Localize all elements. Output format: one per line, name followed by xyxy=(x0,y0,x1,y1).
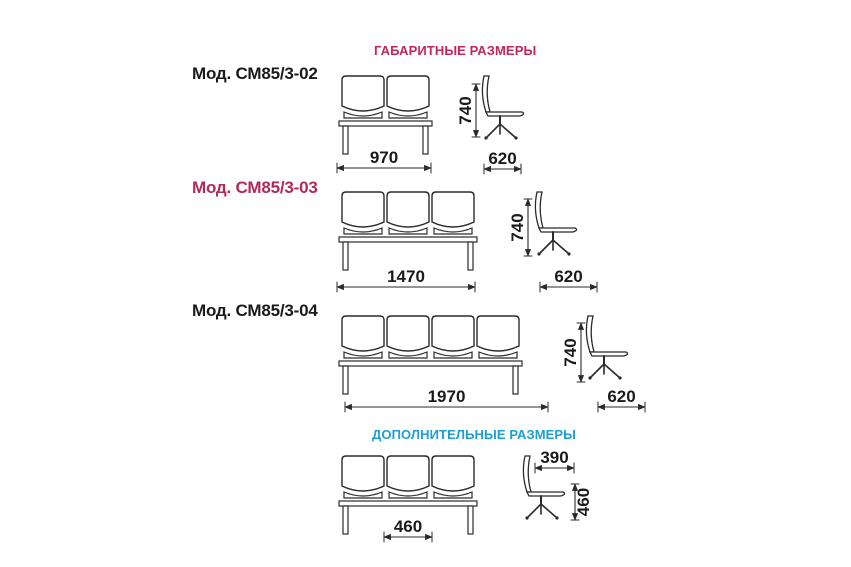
width-dimension-cm85-3-02: 970 xyxy=(336,148,432,174)
depth-dimension-cm85-3-03: 620 xyxy=(539,267,598,293)
beam xyxy=(338,500,478,507)
height-dimension-cm85-3-03: 740 xyxy=(508,198,533,257)
chair-seat xyxy=(588,351,629,357)
seat-width-dimension: 460 xyxy=(383,517,433,543)
seat-pad xyxy=(388,491,428,499)
seat-width-dimension-value: 460 xyxy=(394,517,422,536)
chair-leg xyxy=(499,123,517,139)
bench-leg xyxy=(422,125,429,155)
beam xyxy=(338,360,523,367)
seat-depth-dimension: 390 xyxy=(534,448,575,474)
width-dimension-cm85-3-03: 1470 xyxy=(336,267,476,293)
chair-side-view-cm85-3-03 xyxy=(534,191,578,256)
seat-pad xyxy=(343,351,383,359)
depth-dimension-cm85-3-03-value: 620 xyxy=(554,267,582,286)
chair-leg xyxy=(485,123,501,139)
chair-seat xyxy=(525,491,566,497)
seat-depth-dimension-value: 390 xyxy=(540,448,568,467)
seat-back xyxy=(386,315,430,352)
seat-back xyxy=(431,455,475,492)
chair-foot xyxy=(525,516,529,520)
seat-pad xyxy=(343,227,383,235)
seat-height-dimension: 460 xyxy=(570,483,593,521)
seat-back xyxy=(386,455,430,492)
chair-foot xyxy=(567,252,571,256)
chair-leg xyxy=(540,503,558,519)
width-dimension-cm85-3-04: 1970 xyxy=(344,387,549,413)
seat-pad xyxy=(478,351,518,359)
bench-leg xyxy=(342,125,349,155)
seat-back xyxy=(341,191,385,228)
seat-back xyxy=(431,315,475,352)
bench-leg xyxy=(342,241,349,271)
height-dimension-cm85-3-04-value: 740 xyxy=(561,338,580,366)
depth-dimension-cm85-3-02: 620 xyxy=(483,149,522,175)
bench-front-view-cm85-3-04 xyxy=(338,315,523,395)
chair-back xyxy=(585,315,595,353)
model-label-cm85-3-03: Мод. СМ85/3-03 xyxy=(192,178,318,197)
seat-back xyxy=(341,75,385,112)
chair-side-view-cm85-3-04 xyxy=(585,315,629,380)
seat-pad xyxy=(433,227,473,235)
chair-side-view-cm85-3-02 xyxy=(481,75,525,140)
chair-back xyxy=(534,191,544,229)
chair-foot xyxy=(588,376,592,380)
seat-pad xyxy=(388,227,428,235)
beam xyxy=(338,236,478,243)
overall-dimensions-title: ГАБАРИТНЫЕ РАЗМЕРЫ xyxy=(374,43,537,58)
seat-pad xyxy=(343,111,383,119)
bench-leg xyxy=(467,241,474,271)
height-dimension-cm85-3-03-value: 740 xyxy=(508,213,527,241)
bench-front-view-additional xyxy=(338,455,478,535)
beam xyxy=(338,120,433,127)
depth-dimension-cm85-3-04-value: 620 xyxy=(607,387,635,406)
chair-foot xyxy=(484,136,488,140)
depth-dimension-cm85-3-02-value: 620 xyxy=(488,149,516,168)
chair-leg xyxy=(589,363,605,379)
seat-pad xyxy=(433,491,473,499)
chair-leg xyxy=(552,239,570,255)
bench-front-view-cm85-3-03 xyxy=(338,191,478,271)
seat-pad xyxy=(433,351,473,359)
seat-back xyxy=(341,455,385,492)
seat-pad xyxy=(388,351,428,359)
seat-pad xyxy=(388,111,428,119)
bench-leg xyxy=(342,365,349,395)
bench-leg xyxy=(342,505,349,535)
seat-back xyxy=(386,75,430,112)
seat-back xyxy=(476,315,520,352)
chair-foot xyxy=(618,376,622,380)
chair-back xyxy=(481,75,491,113)
height-dimension-cm85-3-02: 740 xyxy=(456,83,481,138)
chair-foot xyxy=(555,516,559,520)
model-label-cm85-3-02: Мод. СМ85/3-02 xyxy=(192,64,318,83)
chair-leg xyxy=(603,363,621,379)
seat-back xyxy=(431,191,475,228)
chair-back xyxy=(522,455,532,493)
chair-seat xyxy=(484,111,525,117)
seat-back xyxy=(386,191,430,228)
seat-pad xyxy=(343,491,383,499)
model-label-cm85-3-04: Мод. СМ85/3-04 xyxy=(192,301,318,320)
width-dimension-cm85-3-02-value: 970 xyxy=(370,148,398,167)
additional-dimensions-title: ДОПОЛНИТЕЛЬНЫЕ РАЗМЕРЫ xyxy=(372,427,576,442)
chair-foot xyxy=(537,252,541,256)
seat-height-dimension-value: 460 xyxy=(574,488,593,516)
chair-leg xyxy=(538,239,554,255)
width-dimension-cm85-3-04-value: 1970 xyxy=(428,387,466,406)
height-dimension-cm85-3-04: 740 xyxy=(561,322,586,383)
width-dimension-cm85-3-03-value: 1470 xyxy=(387,267,425,286)
bench-leg xyxy=(512,365,519,395)
chair-side-view-additional xyxy=(522,455,566,520)
chair-leg xyxy=(526,503,542,519)
height-dimension-cm85-3-02-value: 740 xyxy=(456,96,475,124)
chair-seat xyxy=(537,227,578,233)
depth-dimension-cm85-3-04: 620 xyxy=(597,387,646,413)
bench-front-view-cm85-3-02 xyxy=(338,75,433,155)
bench-leg xyxy=(467,505,474,535)
chair-foot xyxy=(514,136,518,140)
seat-back xyxy=(341,315,385,352)
